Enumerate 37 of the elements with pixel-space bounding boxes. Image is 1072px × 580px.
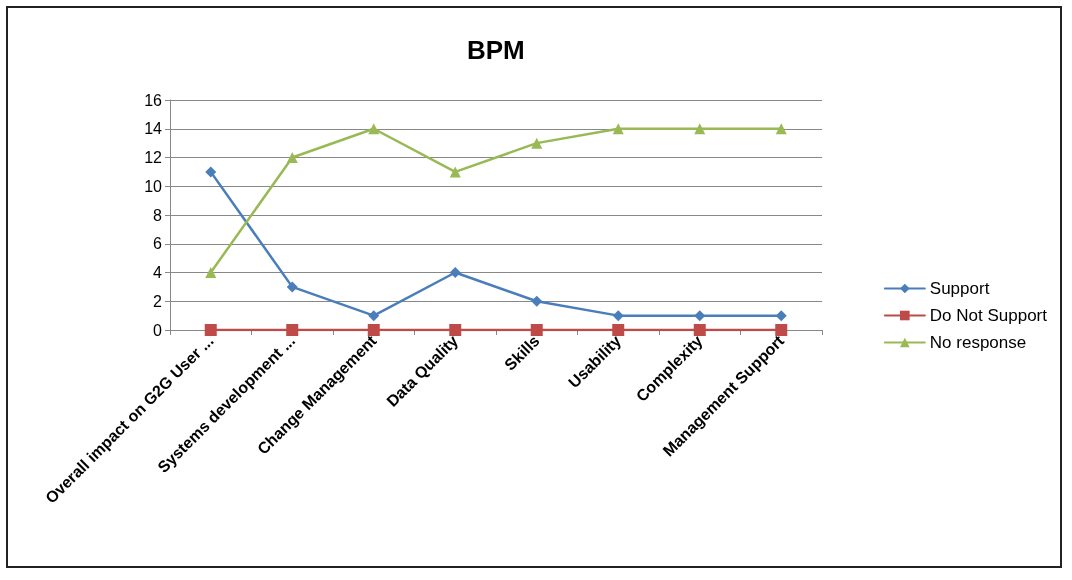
- point: [204, 324, 217, 336]
- point: [612, 310, 624, 322]
- point: [449, 324, 462, 336]
- y-tick-label: 10: [144, 177, 163, 195]
- legend-label: Do Not Support: [929, 306, 1048, 325]
- point: [205, 166, 217, 178]
- point: [693, 324, 706, 336]
- point: [612, 123, 624, 135]
- point: [775, 123, 787, 135]
- point: [694, 310, 706, 322]
- y-tick-label: 6: [153, 235, 163, 253]
- point: [286, 152, 298, 163]
- point: [449, 166, 461, 178]
- y-tick-label: 16: [144, 91, 163, 109]
- point: [530, 324, 543, 336]
- point: [367, 324, 380, 336]
- y-tick-label: 0: [153, 321, 163, 339]
- point: [531, 137, 543, 149]
- legend-label: No response: [929, 333, 1027, 352]
- y-tick-label: 12: [144, 149, 163, 166]
- y-tick-label: 14: [144, 120, 163, 138]
- point: [205, 267, 217, 278]
- point: [694, 123, 706, 135]
- point: [531, 295, 543, 307]
- point: [775, 324, 788, 336]
- y-tick-label: 4: [153, 264, 163, 281]
- point: [286, 281, 298, 293]
- point: [368, 123, 380, 135]
- point: [368, 310, 380, 322]
- point: [612, 324, 625, 336]
- legend-label: Support: [929, 279, 990, 298]
- point: [286, 324, 299, 336]
- point: [775, 310, 787, 322]
- chart-title: BPM: [467, 35, 525, 65]
- y-tick-label: 2: [153, 292, 163, 310]
- y-tick-label: 8: [153, 206, 163, 224]
- point: [449, 267, 461, 278]
